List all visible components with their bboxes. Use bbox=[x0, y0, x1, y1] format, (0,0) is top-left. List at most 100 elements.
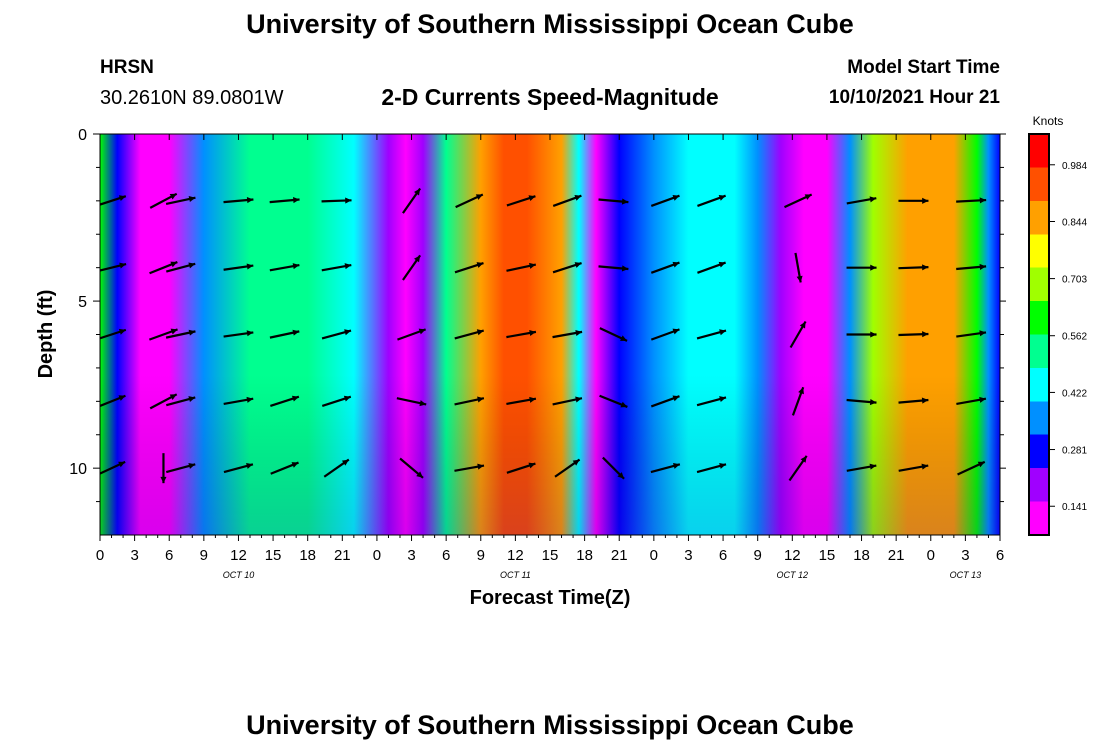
current-arrow bbox=[397, 328, 427, 341]
current-arrow bbox=[149, 261, 178, 275]
current-arrow bbox=[402, 187, 422, 214]
model-start-label: Model Start Time bbox=[847, 57, 1000, 78]
current-arrow bbox=[846, 463, 877, 472]
current-arrow bbox=[269, 329, 300, 339]
colorbar-tick-label: 0.984 bbox=[1062, 161, 1087, 172]
current-arrow bbox=[552, 261, 582, 274]
colorbar-tick-label: 0.703 bbox=[1062, 275, 1087, 286]
current-arrow bbox=[321, 329, 352, 340]
x-tick-label: 9 bbox=[477, 547, 485, 564]
model-start-value: 10/10/2021 Hour 21 bbox=[828, 87, 1000, 108]
footer-title: University of Southern Mississippi Ocean… bbox=[246, 710, 854, 740]
current-arrow bbox=[100, 262, 127, 272]
current-arrow bbox=[100, 195, 127, 206]
current-arrow bbox=[100, 394, 126, 408]
current-arrow bbox=[598, 198, 629, 205]
x-tick-label: 3 bbox=[961, 547, 969, 564]
x-tick-label: 9 bbox=[754, 547, 762, 564]
current-arrow bbox=[269, 263, 300, 272]
current-arrow bbox=[165, 329, 196, 339]
current-arrow bbox=[223, 197, 254, 204]
current-arrow bbox=[506, 329, 537, 339]
current-arrow bbox=[898, 197, 929, 204]
y-tick-label: 10 bbox=[69, 461, 87, 478]
current-arrow bbox=[697, 194, 727, 207]
x-tick-label: 15 bbox=[265, 547, 282, 564]
current-arrow bbox=[402, 254, 422, 281]
current-arrow bbox=[789, 320, 807, 349]
current-arrow bbox=[270, 395, 300, 408]
x-tick-label: 12 bbox=[507, 547, 524, 564]
current-arrow bbox=[898, 264, 929, 271]
date-label: OCT 10 bbox=[223, 570, 255, 580]
current-arrow bbox=[696, 329, 727, 340]
colorbar-tick-label: 0.562 bbox=[1062, 332, 1087, 343]
date-label: OCT 13 bbox=[950, 570, 982, 580]
current-arrow bbox=[160, 453, 167, 484]
current-arrow bbox=[149, 393, 178, 410]
current-arrow bbox=[791, 386, 805, 416]
current-arrow bbox=[956, 396, 987, 406]
current-arrow bbox=[321, 395, 352, 408]
date-labels: OCT 10 OCT 11 OCT 12 OCT 13 bbox=[223, 570, 981, 580]
current-arrow bbox=[223, 330, 254, 338]
x-axis: 0 3 6 9 12 15 18 21 0 3 6 9 12 15 18 21 0 3 6 9 12 15 18 21 0 3 6 bbox=[96, 134, 1004, 564]
current-arrow bbox=[956, 263, 987, 271]
x-tick-label: 9 bbox=[200, 547, 208, 564]
page-title: University of Southern Mississippi Ocean… bbox=[246, 9, 854, 39]
x-tick-label: 0 bbox=[96, 547, 104, 564]
current-arrow bbox=[846, 196, 877, 205]
current-arrow bbox=[454, 329, 485, 340]
current-arrow bbox=[846, 398, 877, 406]
current-arrow bbox=[223, 396, 254, 406]
current-arrow bbox=[650, 328, 680, 341]
y-tick-label: 0 bbox=[78, 127, 87, 144]
x-tick-label: 18 bbox=[299, 547, 316, 564]
current-arrow bbox=[223, 462, 254, 474]
x-tick-label: 21 bbox=[611, 547, 628, 564]
current-arrow bbox=[323, 458, 350, 478]
current-arrow bbox=[650, 395, 680, 408]
current-arrow bbox=[784, 193, 813, 209]
current-arrow bbox=[898, 463, 929, 472]
x-tick-label: 15 bbox=[819, 547, 836, 564]
station-coords: 30.2610N 89.0801W bbox=[100, 87, 284, 109]
current-arrow bbox=[100, 460, 126, 475]
x-tick-label: 3 bbox=[407, 547, 415, 564]
current-arrow bbox=[956, 330, 987, 338]
plot-title: 2-D Currents Speed-Magnitude bbox=[381, 84, 719, 110]
current-arrow bbox=[898, 397, 929, 404]
current-arrow bbox=[396, 397, 427, 407]
colorbar-unit: Knots bbox=[1033, 114, 1064, 128]
x-tick-label: 12 bbox=[784, 547, 801, 564]
x-tick-label: 0 bbox=[650, 547, 658, 564]
current-arrow bbox=[598, 265, 629, 272]
current-arrow bbox=[957, 460, 986, 476]
current-arrow bbox=[650, 194, 680, 207]
current-arrow bbox=[506, 462, 536, 474]
current-arrow bbox=[148, 328, 178, 341]
current-arrow bbox=[506, 396, 537, 406]
colorbar-tick-label: 0.281 bbox=[1062, 446, 1087, 457]
x-tick-label: 6 bbox=[996, 547, 1004, 564]
x-tick-label: 6 bbox=[165, 547, 173, 564]
colorbar bbox=[1028, 133, 1050, 536]
current-arrow bbox=[165, 262, 196, 273]
date-label: OCT 12 bbox=[777, 570, 809, 580]
current-arrow bbox=[898, 331, 929, 338]
current-arrow bbox=[696, 396, 727, 407]
x-tick-label: 15 bbox=[542, 547, 559, 564]
current-arrow bbox=[100, 328, 127, 340]
current-arrow bbox=[454, 261, 484, 274]
current-arrow bbox=[696, 462, 727, 474]
current-arrow bbox=[455, 193, 484, 209]
x-tick-label: 3 bbox=[684, 547, 692, 564]
current-arrow bbox=[321, 197, 352, 204]
x-tick-label: 3 bbox=[130, 547, 138, 564]
current-arrow bbox=[956, 197, 987, 204]
current-arrow bbox=[602, 456, 625, 480]
x-tick-label: 0 bbox=[373, 547, 381, 564]
x-tick-label: 12 bbox=[230, 547, 247, 564]
current-arrow bbox=[846, 264, 877, 271]
